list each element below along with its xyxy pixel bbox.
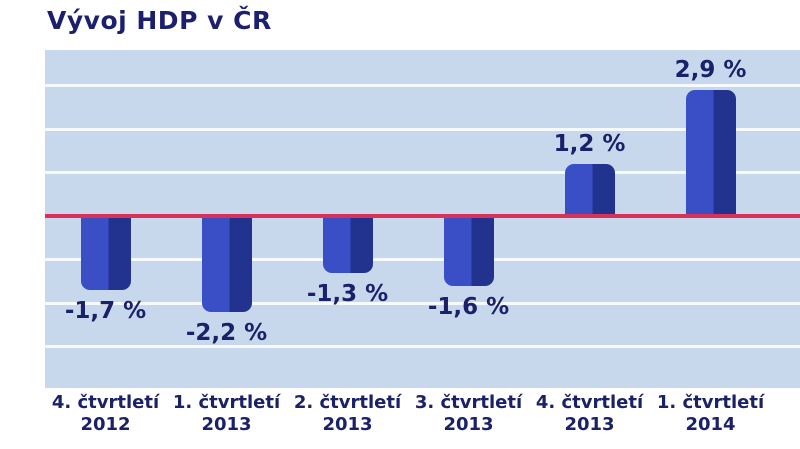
x-axis-label: 4. čtvrtletí 2012 <box>45 392 166 436</box>
bar-group: 2,9 % <box>650 50 771 388</box>
bar <box>564 163 615 216</box>
bar <box>201 216 252 312</box>
x-axis-label-year: 2013 <box>322 414 373 435</box>
bar-value-label: -1,3 % <box>306 280 389 307</box>
x-axis-label-year: 2013 <box>443 414 494 435</box>
x-axis-label: 1. čtvrtletí 2013 <box>166 392 287 436</box>
x-axis: 4. čtvrtletí 2012 1. čtvrtletí 2013 2. č… <box>45 392 800 436</box>
gridline <box>45 127 800 131</box>
x-axis-label-quarter: 4. čtvrtletí <box>535 392 644 413</box>
x-axis-label-year: 2013 <box>564 414 615 435</box>
bar-group: -2,2 % <box>166 50 287 388</box>
bar-group: -1,7 % <box>45 50 166 388</box>
x-axis-label-quarter: 2. čtvrtletí <box>293 392 402 413</box>
bar <box>685 89 736 216</box>
chart-title: Vývoj HDP v ČR <box>47 6 272 35</box>
x-axis-label-year: 2012 <box>80 414 131 435</box>
bar-group: -1,6 % <box>408 50 529 388</box>
bar-group: -1,3 % <box>287 50 408 388</box>
gridline <box>45 258 800 261</box>
bar-value-label: 1,2 % <box>553 130 626 157</box>
bar-value-label: -1,7 % <box>64 297 147 324</box>
x-axis-label-quarter: 4. čtvrtletí <box>51 392 160 413</box>
zero-axis-line <box>45 214 800 218</box>
x-axis-label: 2. čtvrtletí 2013 <box>287 392 408 436</box>
bar <box>322 216 373 273</box>
gridline <box>45 171 800 174</box>
bar <box>80 216 131 290</box>
x-axis-label-quarter: 1. čtvrtletí <box>656 392 765 413</box>
plot-area: -1,7 % -2,2 % -1,3 % -1,6 % 1,2 % 2,9 % <box>45 50 800 388</box>
x-axis-label: 4. čtvrtletí 2013 <box>529 392 650 436</box>
gridline <box>45 301 800 305</box>
x-axis-label-year: 2014 <box>685 414 736 435</box>
gridline <box>45 84 800 87</box>
x-axis-label-quarter: 3. čtvrtletí <box>414 392 523 413</box>
gridline <box>45 345 800 348</box>
x-axis-label-quarter: 1. čtvrtletí <box>172 392 281 413</box>
bar-columns: -1,7 % -2,2 % -1,3 % -1,6 % 1,2 % 2,9 % <box>45 50 771 388</box>
bar-group: 1,2 % <box>529 50 650 388</box>
x-axis-label: 1. čtvrtletí 2014 <box>650 392 771 436</box>
bar-value-label: -2,2 % <box>185 319 268 346</box>
bar <box>443 216 494 286</box>
x-axis-label-year: 2013 <box>201 414 252 435</box>
bar-value-label: -1,6 % <box>427 293 510 320</box>
bar-value-label: 2,9 % <box>674 56 747 83</box>
x-axis-label: 3. čtvrtletí 2013 <box>408 392 529 436</box>
